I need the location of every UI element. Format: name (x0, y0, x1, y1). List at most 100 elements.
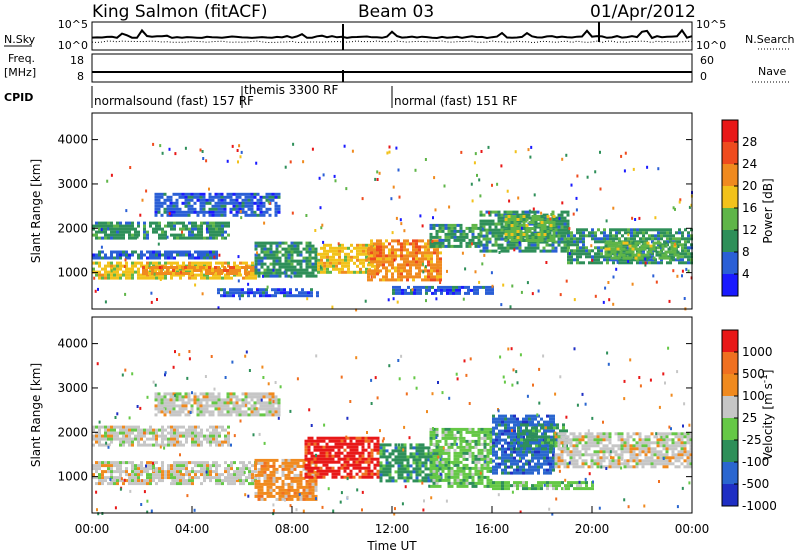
power-cell (269, 250, 273, 254)
power-cell (673, 244, 677, 248)
velocity-cell (220, 413, 224, 417)
velocity-cell (131, 431, 134, 435)
velocity-cell (429, 469, 433, 473)
velocity-cell (305, 485, 309, 489)
power-cell (436, 254, 439, 258)
power-scatter-point (110, 173, 113, 177)
velocity-cell (304, 439, 308, 443)
power-cell (128, 227, 131, 231)
power-cell (359, 246, 362, 250)
power-scatter-point (388, 145, 391, 149)
power-cell (630, 237, 633, 241)
velocity-cell (184, 407, 188, 411)
power-cell (191, 267, 194, 271)
velocity-cell (486, 433, 490, 437)
power-cell (418, 266, 421, 270)
power-cell (217, 201, 221, 205)
power-cell (226, 294, 229, 298)
velocity-cell (101, 473, 104, 477)
power-cell (400, 263, 403, 267)
power-cell (350, 270, 353, 274)
velocity-cell (188, 473, 191, 477)
velocity-cell (113, 479, 116, 483)
velocity-cell (206, 461, 209, 465)
velocity-cell (190, 404, 194, 408)
power-heatmap (92, 142, 693, 312)
velocity-cell (296, 482, 300, 486)
power-scatter-point (605, 219, 608, 223)
power-scatter-point (672, 269, 675, 273)
power-cell (217, 269, 220, 272)
power-cell (166, 198, 170, 202)
power-cell (263, 271, 267, 275)
power-cell (155, 227, 158, 231)
power-cell (452, 285, 455, 289)
velocity-cell (474, 442, 478, 446)
power-cell (554, 222, 558, 226)
power-cell (552, 239, 556, 242)
power-cell (196, 195, 200, 199)
power-cell (157, 204, 161, 208)
velocity-cell (224, 440, 227, 444)
velocity-cell (239, 476, 242, 480)
velocity-cell (194, 443, 197, 447)
power-cell (119, 227, 122, 231)
velocity-cell (176, 428, 179, 432)
power-cell (416, 291, 419, 295)
power-cell (104, 264, 107, 268)
velocity-cell (119, 479, 122, 483)
velocity-cell (253, 401, 257, 405)
power-cell (317, 252, 320, 256)
power-cell (433, 263, 436, 267)
velocity-cell (376, 451, 380, 455)
velocity-cell (119, 437, 122, 441)
power-scatter-point (599, 150, 601, 154)
power-cell (199, 204, 203, 208)
velocity-cell (492, 429, 495, 433)
velocity-cell (358, 457, 362, 461)
power-cell (639, 261, 642, 265)
power-scatter-point (681, 274, 683, 278)
velocity-cell (373, 448, 377, 452)
velocity-cell (173, 461, 176, 465)
power-cell (382, 245, 385, 249)
power-cell (566, 213, 570, 217)
power-cell (113, 224, 116, 228)
power-cell (453, 244, 457, 248)
velocity-cell (173, 425, 176, 429)
velocity-cell (492, 471, 495, 475)
velocity-cell (447, 457, 451, 461)
velocity-cell (370, 457, 374, 461)
velocity-cell (193, 398, 197, 402)
power-scatter-point (319, 265, 322, 269)
power-cell (379, 239, 382, 243)
velocity-cell (313, 442, 317, 446)
power-cell (654, 261, 657, 265)
velocity-cell (241, 398, 245, 402)
velocity-cell (322, 463, 326, 467)
power-cell (347, 246, 350, 250)
power-cell (356, 258, 359, 262)
velocity-cell (290, 497, 294, 501)
power-cell (259, 207, 263, 211)
power-cell (431, 285, 434, 289)
power-cell (113, 250, 116, 254)
power-cell (179, 273, 182, 277)
power-scatter-point (572, 212, 575, 216)
velocity-cell (224, 428, 227, 432)
power-cell (397, 275, 400, 279)
power-cell (104, 270, 107, 274)
velocity-cell (429, 466, 433, 470)
power-cell (613, 253, 617, 257)
velocity-cell (319, 472, 323, 476)
power-cell (549, 221, 553, 224)
velocity-cell (265, 392, 269, 396)
power-cell (545, 243, 549, 247)
power-cell (554, 216, 558, 220)
power-cell (281, 271, 285, 275)
power-cell (570, 234, 573, 238)
velocity-cell (355, 448, 359, 452)
velocity-cell (172, 395, 176, 399)
velocity-cell (110, 464, 113, 468)
velocity-cell (492, 444, 495, 448)
